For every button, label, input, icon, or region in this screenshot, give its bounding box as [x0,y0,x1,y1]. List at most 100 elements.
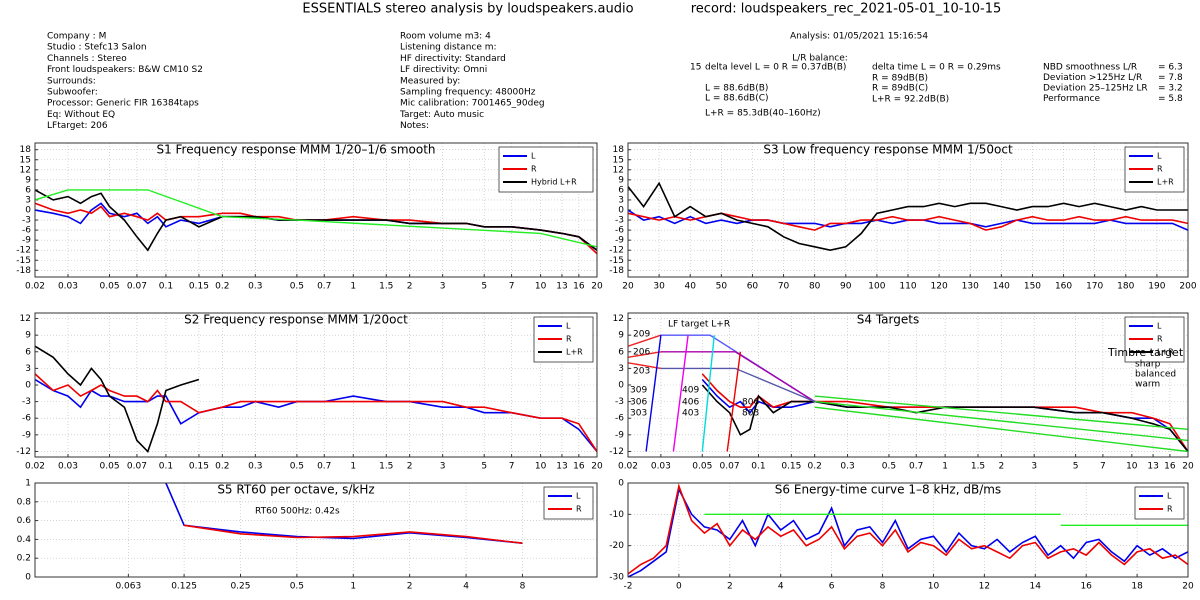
y-tick-label: 0 [25,573,31,583]
x-tick-label: 2 [407,582,413,592]
plot-area [35,483,597,577]
x-tick-label: 3 [440,282,446,292]
x-tick-label: 0.063 [115,582,141,592]
annotation: 209 [633,330,650,340]
legend-label: L [1157,322,1162,331]
info-line: LF directivity: Omni [400,65,487,75]
balance-line: L+R = 92.2dB(B) [872,95,949,105]
annotation: 403 [682,409,699,419]
x-tick-label: 7 [1100,462,1106,472]
y-tick-label: 12 [20,165,31,175]
x-tick-label: 10 [535,462,547,472]
metric-value: = 3.2 [1158,84,1183,94]
x-tick-label: 70 [778,282,790,292]
x-tick-label: 140 [993,282,1010,292]
y-tick-label: 6 [618,185,624,195]
legend-box [1134,486,1185,520]
x-tick-label: 7 [509,462,515,472]
x-tick-label: 2 [407,282,413,292]
y-tick-label: 9 [618,331,624,341]
annotation: 806 [742,398,759,408]
chart-title: S6 Energy-time curve 1–8 kHz, dB/ms [775,483,1001,497]
series-line [660,367,815,403]
y-tick-label: -9 [615,430,624,440]
x-tick-label: 0.02 [25,462,45,472]
y-tick-label: 6 [25,185,31,195]
x-tick-label: 0.03 [58,282,78,292]
chart-title: S3 Low frequency response MMM 1/50oct [763,143,1013,157]
y-tick-label: 3 [25,195,31,205]
x-tick-label: 0.5 [290,462,304,472]
x-tick-label: 180 [1117,282,1134,292]
info-line: HF directivity: Standard [400,54,506,64]
page-title: ESSENTIALS stereo analysis by loudspeake… [302,2,633,17]
x-tick-label: 0.3 [248,462,262,472]
series-line [701,373,1188,452]
x-tick-label: 0.15 [189,462,209,472]
x-tick-label: 7 [509,282,515,292]
x-tick-label: 16 [1164,462,1176,472]
x-tick-label: 0.2 [215,462,229,472]
x-tick-label: 1 [350,282,356,292]
y-tick-label: 15 [20,155,31,165]
annotation: 803 [742,409,759,419]
info-line: Mic calibration: 7001465_90deg [400,99,545,109]
x-tick-label: 0.7 [317,282,331,292]
legend-box [543,486,594,520]
legend-label: L+R [566,348,583,357]
y-tick-label: -3 [615,216,624,226]
info-line: Eq: Without EQ [47,110,115,120]
x-tick-label: 80 [809,282,821,292]
y-tick-label: -6 [22,226,31,236]
chart: 0.02 0.03 0.05 0.07 0.1 0.15 0.2 0.3 0.5 0.7 1 1.5 2… [16,142,603,292]
info-line: Channels : Stereo [47,54,127,64]
x-tick-label: 6 [829,582,835,592]
series-line [814,395,1188,430]
y-tick-label: -30 [609,573,624,583]
y-tick-label: 12 [613,165,624,175]
x-tick-label: 2 [407,462,413,472]
x-tick-label: 0.05 [100,462,120,472]
y-tick-label: 12 [20,314,31,324]
x-tick-label: 1 [350,582,356,592]
legend-label: R [566,335,572,344]
y-tick-label: -15 [609,256,624,266]
legend-label: R [1167,505,1173,514]
legend-label: L [531,152,536,161]
y-tick-label: -12 [16,246,31,256]
x-tick-label: 160 [1055,282,1072,292]
x-tick-label: 5 [1073,462,1079,472]
y-tick-label: -12 [609,447,624,457]
x-tick-label: 5 [481,462,487,472]
series-line [672,335,689,452]
chart: 0.02 0.03 0.05 0.07 0.1 0.15 0.2 0.3 0.5 0.7 1 1.5 2… [609,312,1194,472]
series-line [35,378,597,453]
x-tick-label: 0.2 [808,462,822,472]
chart: 20 30 40 50 60 70 80 90 100 110 120 130 140 150 160 170… [609,142,1197,292]
metric-value: = 6.3 [1158,63,1183,73]
annotation: 306 [630,398,647,408]
metric-name: Deviation >125Hz L/R [1043,73,1142,83]
x-tick-label: 90 [840,282,852,292]
x-tick-label: 3 [1031,462,1037,472]
x-tick-label: 0.5 [882,462,896,472]
chart: 0.063 0.125 0.25 0.5 1 2 4 8 0 0.2 0.4 0.6 0.8 1 S5 RT… [17,479,598,592]
series-line [726,351,742,452]
legend-box [1124,146,1185,193]
y-tick-label: -18 [609,266,624,276]
y-tick-label: 6 [25,347,31,357]
x-tick-label: 18 [1131,582,1143,592]
y-tick-label: 18 [20,145,32,155]
series-line [628,483,1188,575]
series-line [628,362,662,370]
record-name: record: loudspeakers_rec_2021-05-01_10-1… [691,2,1002,17]
legend-label: R [576,505,582,514]
plot-frame [627,142,1189,278]
series-group [628,334,1188,453]
y-tick-label: 12 [613,314,624,324]
y-tick-label: 0.6 [17,516,32,526]
series-line [814,406,1188,453]
plot-frame [34,482,598,578]
plot-frame [627,482,1189,578]
